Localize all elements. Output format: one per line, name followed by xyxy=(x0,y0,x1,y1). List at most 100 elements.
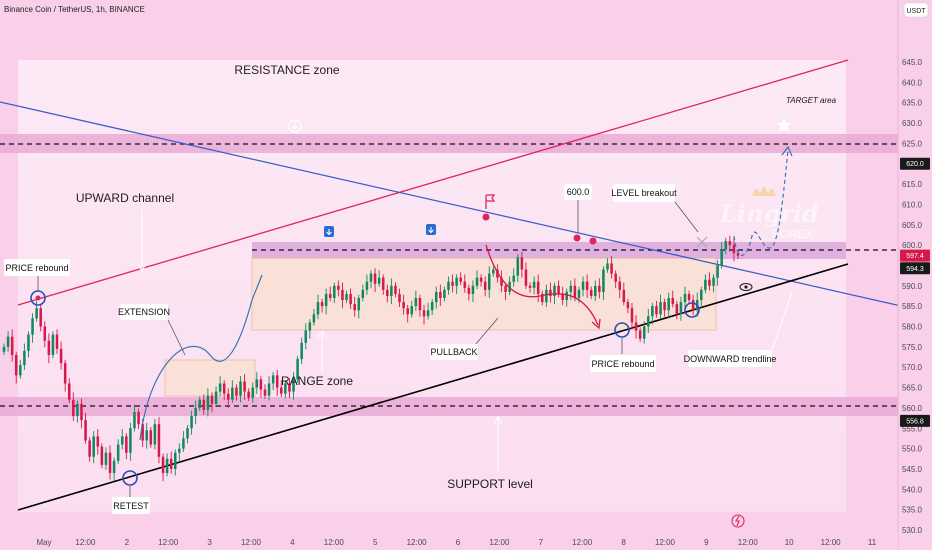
x-tick-label: 12:00 xyxy=(75,538,96,547)
y-tick-label: 625.0 xyxy=(902,139,923,148)
candle-body xyxy=(161,456,165,474)
x-tick-label: 12:00 xyxy=(158,538,179,547)
currency-badge[interactable]: USDT xyxy=(903,2,929,18)
candle-body xyxy=(328,293,332,299)
x-tick-label: 11 xyxy=(868,538,877,547)
candle-body xyxy=(667,298,670,311)
candle-body xyxy=(145,430,148,441)
price-rebound-third-marker xyxy=(684,302,700,318)
candle-body xyxy=(594,285,597,296)
candle-body xyxy=(27,334,30,351)
candle-body xyxy=(626,302,630,309)
candle-body xyxy=(116,444,120,461)
downward-trendline-label: DOWNWARD trendline xyxy=(684,354,777,364)
support-level-label: SUPPORT level xyxy=(447,477,533,491)
candle-body xyxy=(227,393,230,400)
candle-body xyxy=(206,395,210,410)
candle-body xyxy=(483,281,487,290)
down-arrow-circle-icon xyxy=(288,119,302,133)
candle-body xyxy=(125,436,128,453)
candle-body xyxy=(508,281,511,292)
candle-body xyxy=(402,302,405,309)
candle-body xyxy=(708,279,711,286)
candle-body xyxy=(165,458,169,474)
y-tick-label: 590.0 xyxy=(902,282,923,291)
candle-body xyxy=(72,399,75,417)
y-tick-label: 640.0 xyxy=(902,78,923,87)
candle-body xyxy=(353,304,356,311)
watermark-forex: FOREX xyxy=(772,227,813,241)
candle-body xyxy=(504,285,507,292)
x-tick-label: 7 xyxy=(539,538,544,547)
candle-body xyxy=(492,269,495,274)
x-axis: May 12:00 2 12:00 3 12:00 4 12:00 5 12:00 6 12:00 7 1… xyxy=(36,538,876,547)
target-area-label: TARGET area xyxy=(786,96,837,105)
candle-body xyxy=(671,298,675,305)
currency-badge-box xyxy=(903,2,929,18)
candle-body xyxy=(267,383,271,396)
candle-body xyxy=(536,281,540,294)
x-tick-label: 2 xyxy=(125,538,130,547)
candle-body xyxy=(500,277,503,286)
candle-body xyxy=(553,285,556,296)
price-tag-box xyxy=(900,157,930,170)
candle-body xyxy=(120,436,124,445)
level-dot-2 xyxy=(589,237,597,245)
candle-body xyxy=(169,458,173,469)
arrow-support-level xyxy=(493,415,503,472)
candle-body xyxy=(467,287,471,294)
candle-body xyxy=(377,277,381,284)
x-tick-label: May xyxy=(36,538,51,547)
candle-body xyxy=(720,249,723,266)
candle-body xyxy=(463,281,467,288)
candle-body xyxy=(231,387,234,400)
candle-body xyxy=(561,293,564,301)
candle-body xyxy=(732,245,736,254)
crown-icon xyxy=(752,186,776,196)
candle-body xyxy=(361,289,365,299)
price-tag-box xyxy=(900,414,930,427)
y-tick-label: 610.0 xyxy=(902,200,923,209)
projection-dashed-curve xyxy=(733,149,789,256)
candle-body xyxy=(610,263,613,274)
candle-body xyxy=(47,340,51,355)
extension-label-box xyxy=(120,304,168,320)
candle-body xyxy=(373,273,377,284)
candle-body xyxy=(251,387,255,398)
candle-body xyxy=(2,346,6,352)
candle-body xyxy=(618,281,622,290)
extension-label: EXTENSION xyxy=(118,307,170,317)
candle-body xyxy=(337,285,340,290)
candle-body xyxy=(434,291,438,303)
x-tick-label: 12:00 xyxy=(572,538,593,547)
candle-body xyxy=(381,277,385,290)
candle-body xyxy=(39,308,42,327)
candle-body xyxy=(577,289,581,299)
candle-body xyxy=(459,277,462,282)
candle-body xyxy=(100,446,104,465)
eye-icon xyxy=(739,282,753,292)
y-tick-label: 615.0 xyxy=(902,180,923,189)
candle-body xyxy=(214,391,218,404)
support-band xyxy=(0,397,898,416)
candle-body xyxy=(630,308,634,323)
candle-body xyxy=(92,436,95,457)
candle-body xyxy=(369,273,373,282)
candle-body xyxy=(398,293,401,303)
candle-body xyxy=(316,302,320,315)
candle-body xyxy=(451,281,454,286)
currency-badge-label: USDT xyxy=(906,8,926,15)
y-tick-label: 570.0 xyxy=(902,363,923,372)
candle-body xyxy=(659,302,662,315)
candle-body xyxy=(10,336,14,355)
level-dot-1 xyxy=(573,234,581,242)
candle-body xyxy=(243,381,246,392)
resistance-zone-label: RESISTANCE zone xyxy=(234,63,339,77)
candle-body xyxy=(585,281,589,290)
candle-body xyxy=(728,241,732,246)
candle-body xyxy=(716,265,719,278)
leader-pullback xyxy=(474,317,499,346)
candle-body xyxy=(271,375,275,384)
candle-body xyxy=(638,330,642,339)
